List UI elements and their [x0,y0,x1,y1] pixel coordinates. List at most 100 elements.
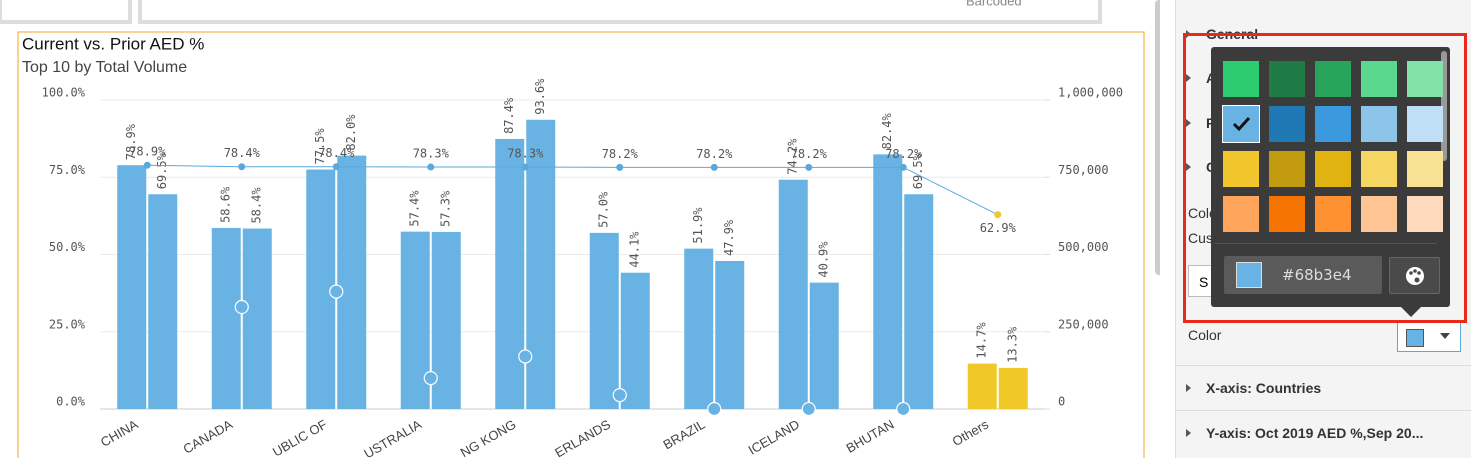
line-value-label: 78.3% [507,147,544,161]
swatch[interactable] [1361,61,1397,97]
color-swatch [1236,262,1262,288]
bar-value-label: 58.4% [250,187,264,224]
swatch[interactable] [1407,61,1443,97]
section[interactable]: X-axis: Countries [1185,380,1321,396]
line-value-label: 78.4% [318,146,355,160]
line-point [805,163,813,171]
point [612,387,627,403]
line-point [143,161,151,169]
palette-button[interactable] [1389,257,1440,294]
swatch[interactable] [1222,105,1260,143]
bar-value-label: 82.4% [880,112,894,149]
point [518,349,533,364]
bar-value-label: 44.1% [628,231,642,268]
swatch[interactable] [1407,151,1443,187]
swatch[interactable] [1361,151,1397,187]
color-picker: #68b3e4 [1211,47,1450,317]
background [0,0,1160,458]
swatch[interactable] [1269,196,1305,232]
swatch[interactable] [1361,196,1397,232]
bar [148,194,178,409]
swatch[interactable] [1269,151,1305,187]
swatch[interactable] [1223,196,1259,232]
column-header: Barcoded [966,0,1022,8]
swatch[interactable] [1407,106,1443,142]
point [423,371,438,386]
scrollbar [1441,51,1447,161]
bar [998,367,1028,409]
swatch[interactable] [1315,106,1351,142]
line-point [427,163,435,171]
label: Cus [1188,230,1213,246]
line-value-label: 78.2% [885,147,922,161]
bar [242,228,272,409]
bar [620,272,650,409]
tile [0,0,132,24]
check-icon [1232,116,1251,132]
popup-arrow [1401,307,1421,317]
bar [495,138,525,409]
color-swatch [1406,329,1424,347]
palette-icon [1406,267,1424,285]
swatch[interactable] [1315,61,1351,97]
y-tick-label: 25.0% [49,317,86,331]
bar-value-label: 78.9% [124,123,138,160]
bar [809,282,839,409]
swatch[interactable] [1269,61,1305,97]
bar [967,363,997,409]
line [147,164,998,216]
swatch[interactable] [1315,151,1351,187]
bar-value-label: 40.9% [817,241,831,278]
swatch[interactable] [1407,196,1443,232]
swatch[interactable] [1315,196,1351,232]
point [801,401,816,417]
y-tick-label: 75.0% [49,163,86,177]
divider [1176,410,1471,411]
divider [1215,243,1437,244]
line-value-label: 62.9% [980,221,1017,235]
swatch[interactable] [1223,61,1259,97]
chart-title: Current vs. Prior AED % [22,34,204,53]
selection-frame [17,31,1145,458]
line-point [994,211,1002,219]
tile [138,0,1102,24]
y2-tick-label: 0 [1058,395,1065,409]
bar-value-label: 69.5% [155,152,169,189]
line-point [899,163,907,171]
point [234,299,249,315]
bar [117,165,147,409]
bar-value-label: 69.5% [911,152,925,189]
bar-value-label: 77.5% [313,128,327,165]
y-tick-label: 100.0% [42,86,86,100]
bar [526,119,556,409]
y-tick-label: 50.0% [49,240,86,254]
label: Color [1188,327,1222,343]
swatch[interactable] [1223,151,1259,187]
bar-value-label: 57.4% [408,190,422,227]
bar-value-label: 87.4% [502,97,516,134]
bar [684,248,714,409]
bar-value-label: 14.7% [975,322,989,359]
line-value-label: 78.9% [129,145,166,159]
line-value-label: 78.2% [791,147,828,161]
bar [337,155,367,409]
section-title: Y-axis: Oct 2019 AED %,Sep 20... [1206,425,1424,441]
swatch[interactable] [1269,106,1305,142]
hex-field[interactable]: #68b3e4 [1224,256,1382,294]
bar-value-label: 82.0% [344,114,358,151]
swatch[interactable] [1361,106,1397,142]
chart: Barcoded Current vs. Prior AED % Top 10 … [0,0,1160,458]
color-dropdown[interactable] [1397,320,1461,352]
section[interactable]: F [1186,115,1215,131]
line-value-label: 78.3% [413,147,450,161]
hex-value: #68b3e4 [1282,266,1352,284]
bar [715,260,745,409]
bar-value-label: 47.9% [722,219,736,256]
chart-subtitle: Top 10 by Total Volume [22,59,187,76]
line-point [238,163,246,171]
section[interactable]: Y-axis: Oct 2019 AED %,Sep 20... [1185,425,1424,441]
line-point [710,163,718,171]
highlight-box [1183,33,1467,323]
y2-tick-label: 750,000 [1058,163,1109,177]
